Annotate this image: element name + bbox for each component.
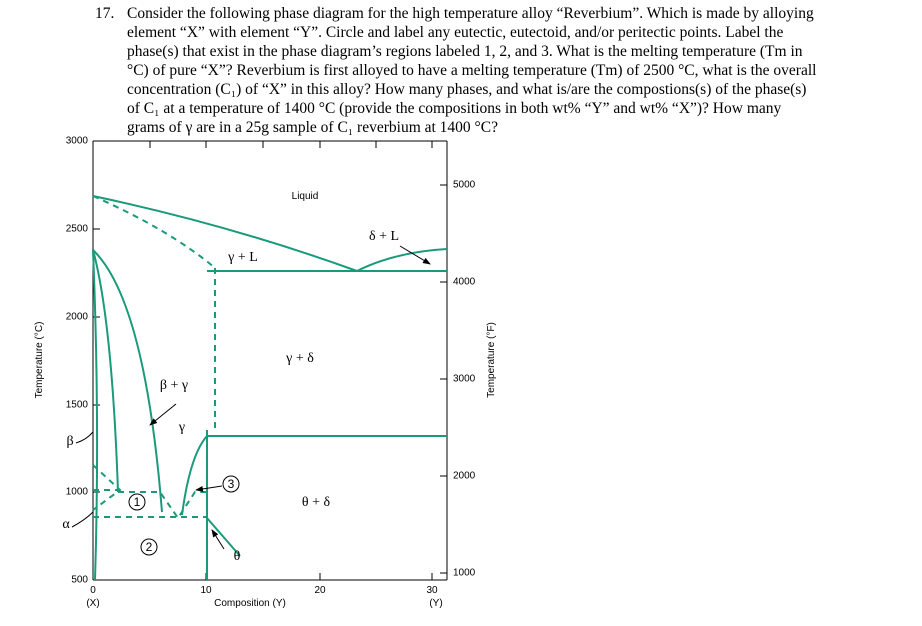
question-number: 17. — [95, 5, 115, 22]
x-end-label: (X) — [86, 598, 99, 609]
question-line: of C₁ at a temperature of 1400 °C (provi… — [127, 100, 782, 117]
axes — [92, 140, 448, 581]
region-label: γ — [178, 420, 185, 435]
circled-label: 2 — [146, 540, 153, 554]
y-tick-label: 1000 — [66, 487, 89, 498]
region-label: Liquid — [292, 191, 319, 202]
question-line: grams of γ are in a 25g sample of C₁ rev… — [127, 119, 498, 136]
region-label: θ — [234, 549, 241, 564]
x-axis-label: Composition (Y) — [214, 598, 286, 609]
question-line: concentration (C₁) of “X” in this alloy?… — [127, 81, 807, 98]
y2-tick-label: 4000 — [453, 277, 476, 288]
question-line: °C) of pure “X”? Reverbium is first allo… — [127, 62, 817, 79]
question-line: Consider the following phase diagram for… — [127, 5, 814, 22]
y-tick-label: 1500 — [66, 400, 89, 411]
region-label: β — [66, 434, 73, 449]
y-tick-label: 2000 — [66, 312, 89, 323]
circles — [128, 475, 240, 556]
y2-tick-label: 5000 — [453, 180, 476, 191]
region-label: β + γ — [160, 378, 188, 393]
x-tick-label: 0 — [90, 585, 96, 596]
y2-tick-label: 2000 — [453, 471, 476, 482]
y-tick-label: 2500 — [66, 224, 89, 235]
y-tick-label: 3000 — [66, 136, 89, 147]
y-axis-label: Temperature (°C) — [34, 322, 45, 399]
arrows — [71, 245, 431, 550]
question-line: element “X” with element “Y”. Circle and… — [127, 24, 784, 41]
x-end-label: (Y) — [429, 598, 442, 609]
x-tick-label: 30 — [426, 585, 438, 596]
circled-label: 3 — [228, 477, 235, 491]
dashed-boundaries — [92, 195, 216, 520]
x-tick-label: 20 — [314, 585, 326, 596]
region-label: γ + L — [227, 250, 258, 265]
region-label: γ + δ — [285, 351, 314, 366]
y2-tick-label: 1000 — [453, 568, 476, 579]
phase-boundaries — [92, 195, 448, 581]
region-label: δ + L — [369, 229, 399, 244]
y2-tick-label: 3000 — [453, 374, 476, 385]
circled-label: 1 — [134, 495, 141, 509]
question-line: phase(s) that exist in the phase diagram… — [127, 43, 803, 60]
region-label: θ + δ — [302, 495, 331, 510]
y2-axis-label: Temperature (°F) — [486, 322, 497, 398]
y-tick-label: 500 — [71, 575, 88, 586]
x-tick-label: 10 — [200, 585, 212, 596]
region-label: α — [62, 517, 70, 532]
